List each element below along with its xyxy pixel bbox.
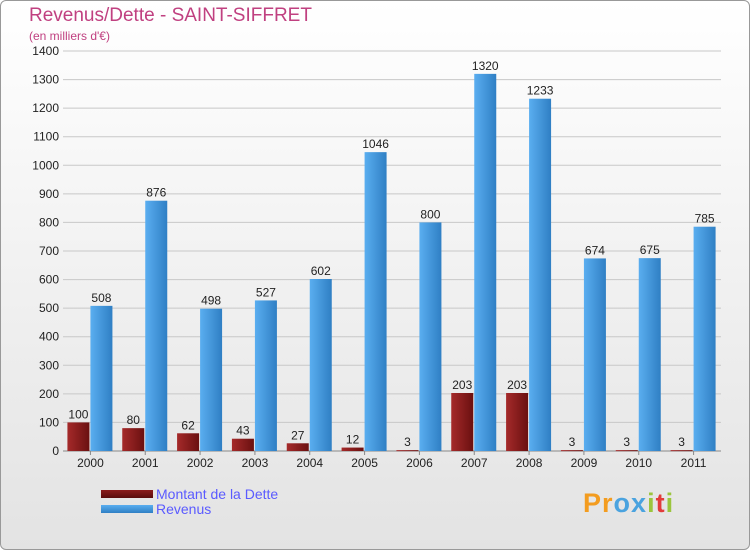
data-label-revenue: 1233: [527, 84, 554, 98]
y-tick-label: 800: [39, 215, 59, 229]
bar-revenue: [254, 300, 277, 451]
bar-debt: [67, 422, 90, 451]
y-tick-label: 500: [39, 301, 59, 315]
data-label-revenue: 674: [585, 243, 605, 257]
data-label-debt: 27: [291, 428, 305, 442]
data-label-revenue: 800: [420, 207, 440, 221]
y-tick-label: 100: [39, 415, 59, 429]
logo-letter: o: [613, 488, 632, 518]
data-label-debt: 203: [507, 378, 527, 392]
data-label-debt: 43: [236, 424, 250, 438]
bar-revenue: [145, 200, 168, 451]
y-tick-label: 0: [52, 444, 59, 458]
gridlines: [63, 50, 721, 452]
x-tick-label: 2002: [187, 456, 214, 470]
x-tick-label: 2001: [132, 456, 159, 470]
bar-debt: [122, 428, 145, 451]
logo-letter: i: [647, 488, 656, 518]
x-tick-label: 2007: [461, 456, 488, 470]
data-label-revenue: 1046: [362, 137, 389, 151]
y-tick-label: 1400: [32, 44, 59, 58]
logo-letter: r: [602, 488, 614, 518]
bar-revenue: [583, 258, 606, 451]
data-label-debt: 3: [569, 435, 576, 449]
data-label-debt: 12: [346, 433, 360, 447]
x-axis-ticks: 2000 2001 2002 2003 2004 2005 2006 2007 2008 2009…: [77, 451, 707, 470]
bar-debt: [670, 450, 693, 452]
y-tick-label: 400: [39, 330, 59, 344]
data-label-revenue: 508: [91, 291, 111, 305]
data-label-debt: 100: [68, 407, 88, 421]
bar-debt: [396, 450, 419, 452]
bar-revenue: [693, 226, 716, 451]
bar-debt: [341, 447, 364, 451]
bar-revenue: [474, 73, 497, 451]
x-tick-label: 2000: [77, 456, 104, 470]
bar-debt: [560, 450, 583, 452]
proxiti-logo: Proxiti: [583, 488, 674, 519]
data-label-debt: 203: [452, 378, 472, 392]
legend-label-revenue: Revenus: [156, 501, 212, 517]
logo-letter: t: [655, 488, 666, 518]
y-axis-ticks: 0 100 200 300 400 500 600 700 800 900 1000 1100 1200…: [32, 44, 59, 458]
data-label-debt: 80: [127, 413, 141, 427]
x-tick-label: 2004: [296, 456, 323, 470]
legend-item-revenue: Revenus: [101, 501, 361, 517]
data-label-debt: 62: [181, 418, 195, 432]
bar-debt: [177, 433, 200, 451]
chart-title: Revenus/Dette - SAINT-SIFFRET: [29, 5, 312, 26]
x-tick-label: 2006: [406, 456, 433, 470]
x-tick-label: 2005: [351, 456, 378, 470]
bar-revenue: [309, 279, 332, 451]
bar-revenue: [419, 222, 442, 451]
bar-revenue: [638, 258, 661, 451]
bar-revenue: [200, 308, 223, 451]
y-tick-label: 600: [39, 273, 59, 287]
x-tick-label: 2011: [681, 456, 707, 470]
data-label-revenue: 785: [695, 212, 715, 226]
y-tick-label: 700: [39, 244, 59, 258]
bar-debt: [451, 393, 474, 451]
data-label-revenue: 675: [640, 243, 660, 257]
bars: [67, 73, 716, 452]
bar-revenue: [364, 152, 387, 451]
legend: Montant de la Dette Revenus: [101, 486, 361, 517]
bar-debt: [506, 393, 529, 451]
y-tick-label: 1100: [33, 130, 59, 144]
data-label-revenue: 876: [146, 186, 166, 200]
data-label-debt: 3: [404, 435, 411, 449]
y-tick-label: 900: [39, 187, 59, 201]
bar-debt: [286, 443, 309, 451]
bar-revenue: [529, 98, 552, 451]
data-label-revenue: 602: [311, 264, 331, 278]
y-tick-label: 200: [39, 387, 59, 401]
data-label-revenue: 1320: [472, 59, 499, 73]
legend-swatch-revenue: [101, 505, 153, 513]
logo-letter: x: [631, 488, 648, 518]
legend-label-debt: Montant de la Dette: [156, 486, 279, 502]
x-tick-label: 2010: [625, 456, 652, 470]
legend-swatch-debt: [101, 490, 153, 498]
y-tick-label: 1000: [32, 158, 59, 172]
bar-debt: [231, 438, 254, 451]
chart-subtitle: (en milliers d'€): [29, 29, 110, 43]
x-tick-label: 2008: [516, 456, 543, 470]
y-tick-label: 300: [39, 358, 59, 372]
y-tick-label: 1300: [32, 73, 59, 87]
data-label-debt: 3: [678, 435, 685, 449]
logo-letter: P: [583, 488, 603, 518]
data-label-revenue: 527: [256, 285, 276, 299]
logo-letter: i: [665, 488, 675, 518]
x-tick-label: 2009: [571, 456, 598, 470]
x-tick-label: 2003: [242, 456, 269, 470]
bar-revenue: [90, 305, 113, 451]
data-labels: 100 508 80 876 62 498 43 527 27 602 12 1046 3 800 203 1…: [68, 59, 715, 449]
data-label-revenue: 498: [201, 294, 221, 308]
y-tick-label: 1200: [32, 101, 59, 115]
bar-debt: [615, 450, 638, 452]
data-label-debt: 3: [623, 435, 630, 449]
legend-item-debt: Montant de la Dette: [101, 486, 361, 502]
